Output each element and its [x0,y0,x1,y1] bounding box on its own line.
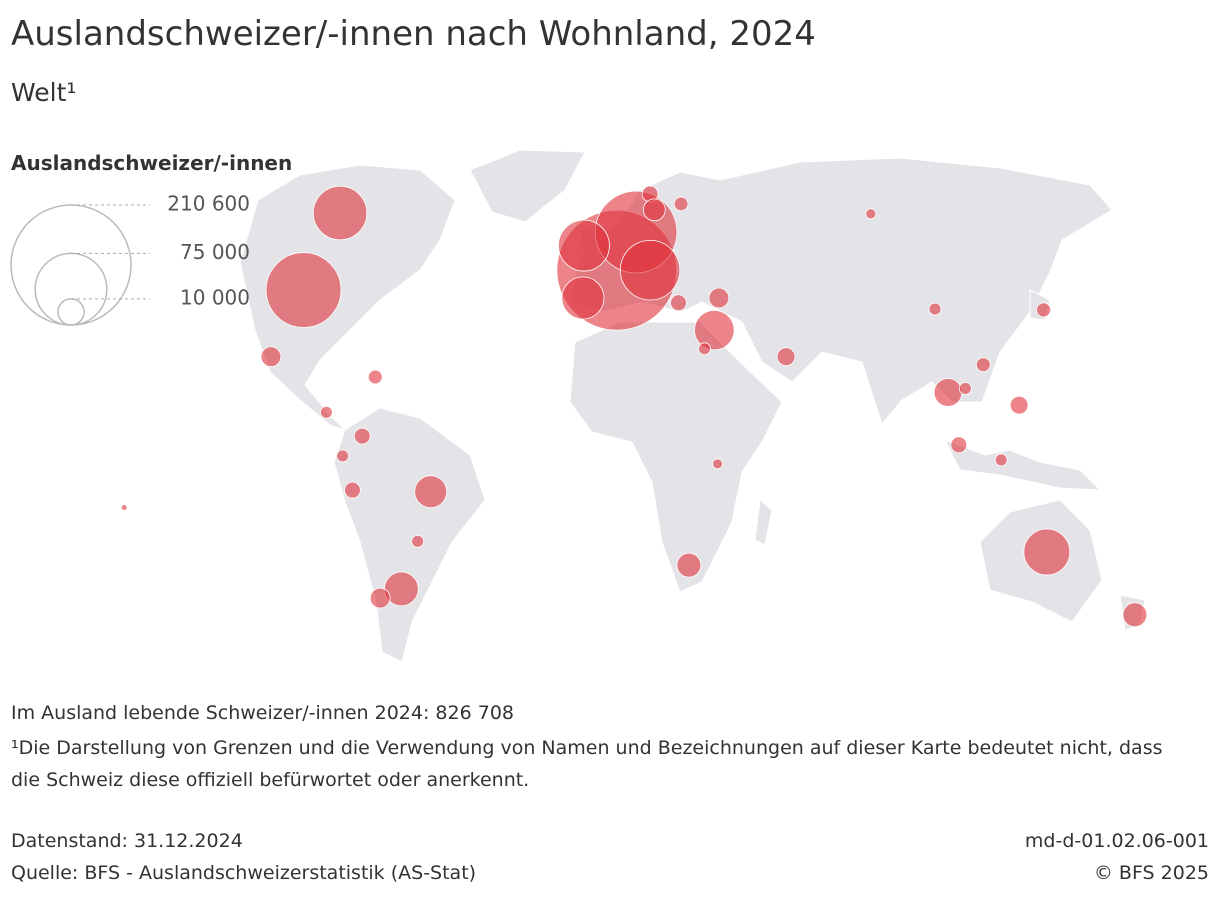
bubble [558,219,610,272]
bubble [344,481,361,499]
bubble [950,436,968,454]
bubble [265,252,342,328]
bubble [865,208,877,220]
total-note: Im Ausland lebende Schweizer/-innen 2024… [11,702,514,724]
bubble [312,185,368,241]
bubble [414,475,448,509]
subtitle: Welt¹ [11,78,77,107]
bubble [712,458,723,470]
bubble [975,357,991,373]
bubble [1036,302,1052,318]
bubble [694,309,735,351]
bubble [928,302,942,316]
bubble [933,378,963,407]
bubble [260,346,282,368]
footnote: ¹Die Darstellung von Grenzen und die Ver… [11,737,1163,791]
copyright: © BFS 2025 [1093,862,1209,884]
map: Auslandschweizer/-innen 210 600 75 000 10 … [10,149,1148,663]
bubble [369,587,391,609]
legend-label: 10 000 [180,285,250,309]
bubble [1009,395,1029,415]
bubble [673,196,689,212]
bubble [1023,528,1071,576]
bubble [708,287,730,309]
bubble [642,198,666,222]
bubble [336,449,350,463]
land [239,149,1146,663]
bubble [670,294,687,312]
bubble [367,369,383,385]
legend-title: Auslandschweizer/-innen [11,151,292,175]
bubble [776,347,796,367]
bubble [561,276,605,320]
title: Auslandschweizer/-innen nach Wohnland, 2… [11,14,816,54]
bubble [353,427,371,445]
bubble [676,552,702,578]
bubble [319,405,333,419]
legend-circle [34,252,108,326]
bubble [958,382,972,395]
bubble [411,534,425,548]
chart-id: md-d-01.02.06-001 [1024,830,1209,852]
legend-circle [57,298,85,326]
bubble [698,342,711,356]
legend-label: 210 600 [167,192,250,216]
source: Quelle: BFS - Auslandschweizerstatistik … [11,862,477,884]
bubble [120,504,128,511]
legend: Auslandschweizer/-innen 210 600 75 000 10 … [10,151,292,326]
bubbles [120,185,1148,628]
legend-label: 75 000 [180,240,250,264]
legend-circle [10,204,132,326]
bubble [619,239,681,301]
data-status: Datenstand: 31.12.2024 [11,830,243,852]
bubble [994,453,1008,467]
bubble [1122,602,1148,628]
